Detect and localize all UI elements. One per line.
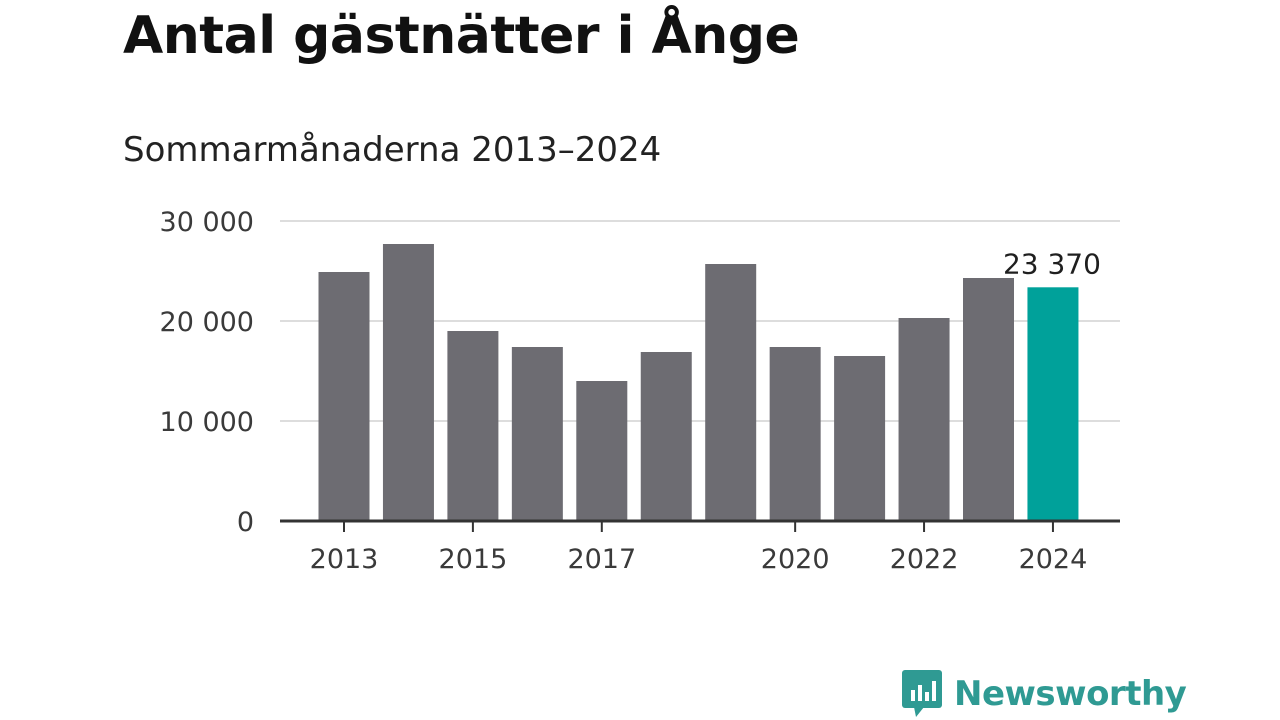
bar-2016 (511, 347, 563, 521)
x-tick-label: 2017 (567, 544, 636, 575)
bar-2017 (576, 381, 628, 521)
chart-subtitle: Sommarmånaderna 2013–2024 (123, 130, 662, 170)
bar-2022 (898, 318, 950, 521)
bar-2020 (769, 347, 821, 521)
y-tick-label: 20 000 (160, 307, 254, 338)
bar-2023 (963, 278, 1014, 521)
newsworthy-logo-icon (902, 670, 942, 717)
chart-title: Antal gästnätter i Ånge (123, 6, 800, 66)
bar-2018 (640, 352, 692, 521)
y-tick-label: 30 000 (160, 207, 254, 238)
bar-2024 (1027, 287, 1079, 521)
x-tick-label: 2015 (439, 544, 508, 575)
y-tick-label: 10 000 (160, 407, 254, 438)
bar-2015 (447, 331, 499, 521)
bar-2013 (318, 272, 370, 521)
x-tick-label: 2013 (310, 544, 379, 575)
bar-chart: 0 10 000 20 000 30 000 2013 2015 2017 2020 2022 2… (160, 207, 1120, 575)
bar-2021 (834, 356, 886, 521)
x-tick-label: 2020 (761, 544, 830, 575)
data-label: 23 370 (1003, 247, 1101, 280)
y-tick-label: 0 (237, 507, 254, 538)
x-tick-label: 2024 (1019, 544, 1088, 575)
newsworthy-logo-text: Newsworthy (954, 674, 1187, 714)
bar-2014 (382, 244, 434, 521)
newsworthy-logo: Newsworthy (902, 670, 1187, 718)
bar-2019 (705, 264, 757, 521)
x-tick-label: 2022 (890, 544, 959, 575)
